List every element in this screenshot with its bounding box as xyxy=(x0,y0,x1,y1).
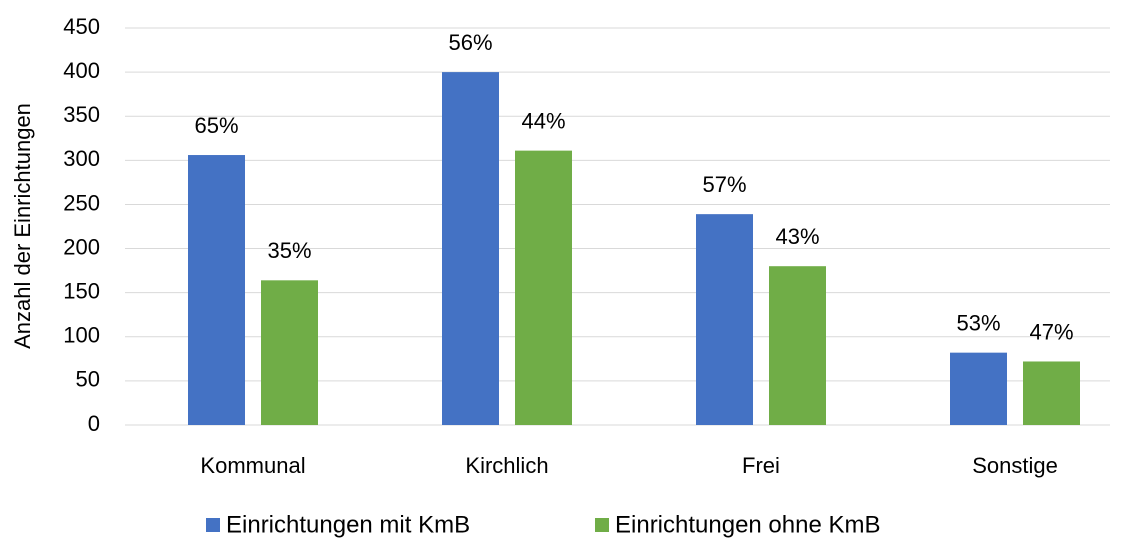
y-tick-label: 0 xyxy=(88,411,100,436)
x-tick-label: Kommunal xyxy=(200,453,305,478)
x-tick-label: Frei xyxy=(742,453,780,478)
data-label: 53% xyxy=(956,310,1000,335)
x-tick-label: Kirchlich xyxy=(465,453,548,478)
data-label: 43% xyxy=(775,224,819,249)
legend-swatch xyxy=(206,518,220,532)
data-label: 47% xyxy=(1029,319,1073,344)
y-tick-label: 150 xyxy=(63,278,100,303)
y-tick-label: 200 xyxy=(63,234,100,259)
data-label: 44% xyxy=(521,108,565,133)
legend-swatch xyxy=(595,518,609,532)
legend-label: Einrichtungen ohne KmB xyxy=(615,511,881,538)
legend-label: Einrichtungen mit KmB xyxy=(226,511,470,538)
data-label: 35% xyxy=(267,238,311,263)
data-label: 57% xyxy=(702,172,746,197)
bar xyxy=(442,72,499,425)
bar xyxy=(696,214,753,425)
data-label: 65% xyxy=(194,113,238,138)
bar xyxy=(769,266,826,425)
bar xyxy=(261,280,318,425)
bar xyxy=(515,150,572,425)
y-tick-label: 350 xyxy=(63,102,100,127)
y-tick-label: 300 xyxy=(63,146,100,171)
y-tick-label: 400 xyxy=(63,58,100,83)
bar xyxy=(188,155,245,426)
y-tick-label: 250 xyxy=(63,190,100,215)
y-tick-label: 450 xyxy=(63,14,100,39)
data-label: 56% xyxy=(448,30,492,55)
y-tick-label: 50 xyxy=(76,367,100,392)
bar xyxy=(1023,361,1080,425)
x-tick-label: Sonstige xyxy=(972,453,1058,478)
y-axis-title: Anzahl der Einrichtungen xyxy=(10,103,35,349)
bar xyxy=(950,352,1007,425)
y-tick-label: 100 xyxy=(63,323,100,348)
